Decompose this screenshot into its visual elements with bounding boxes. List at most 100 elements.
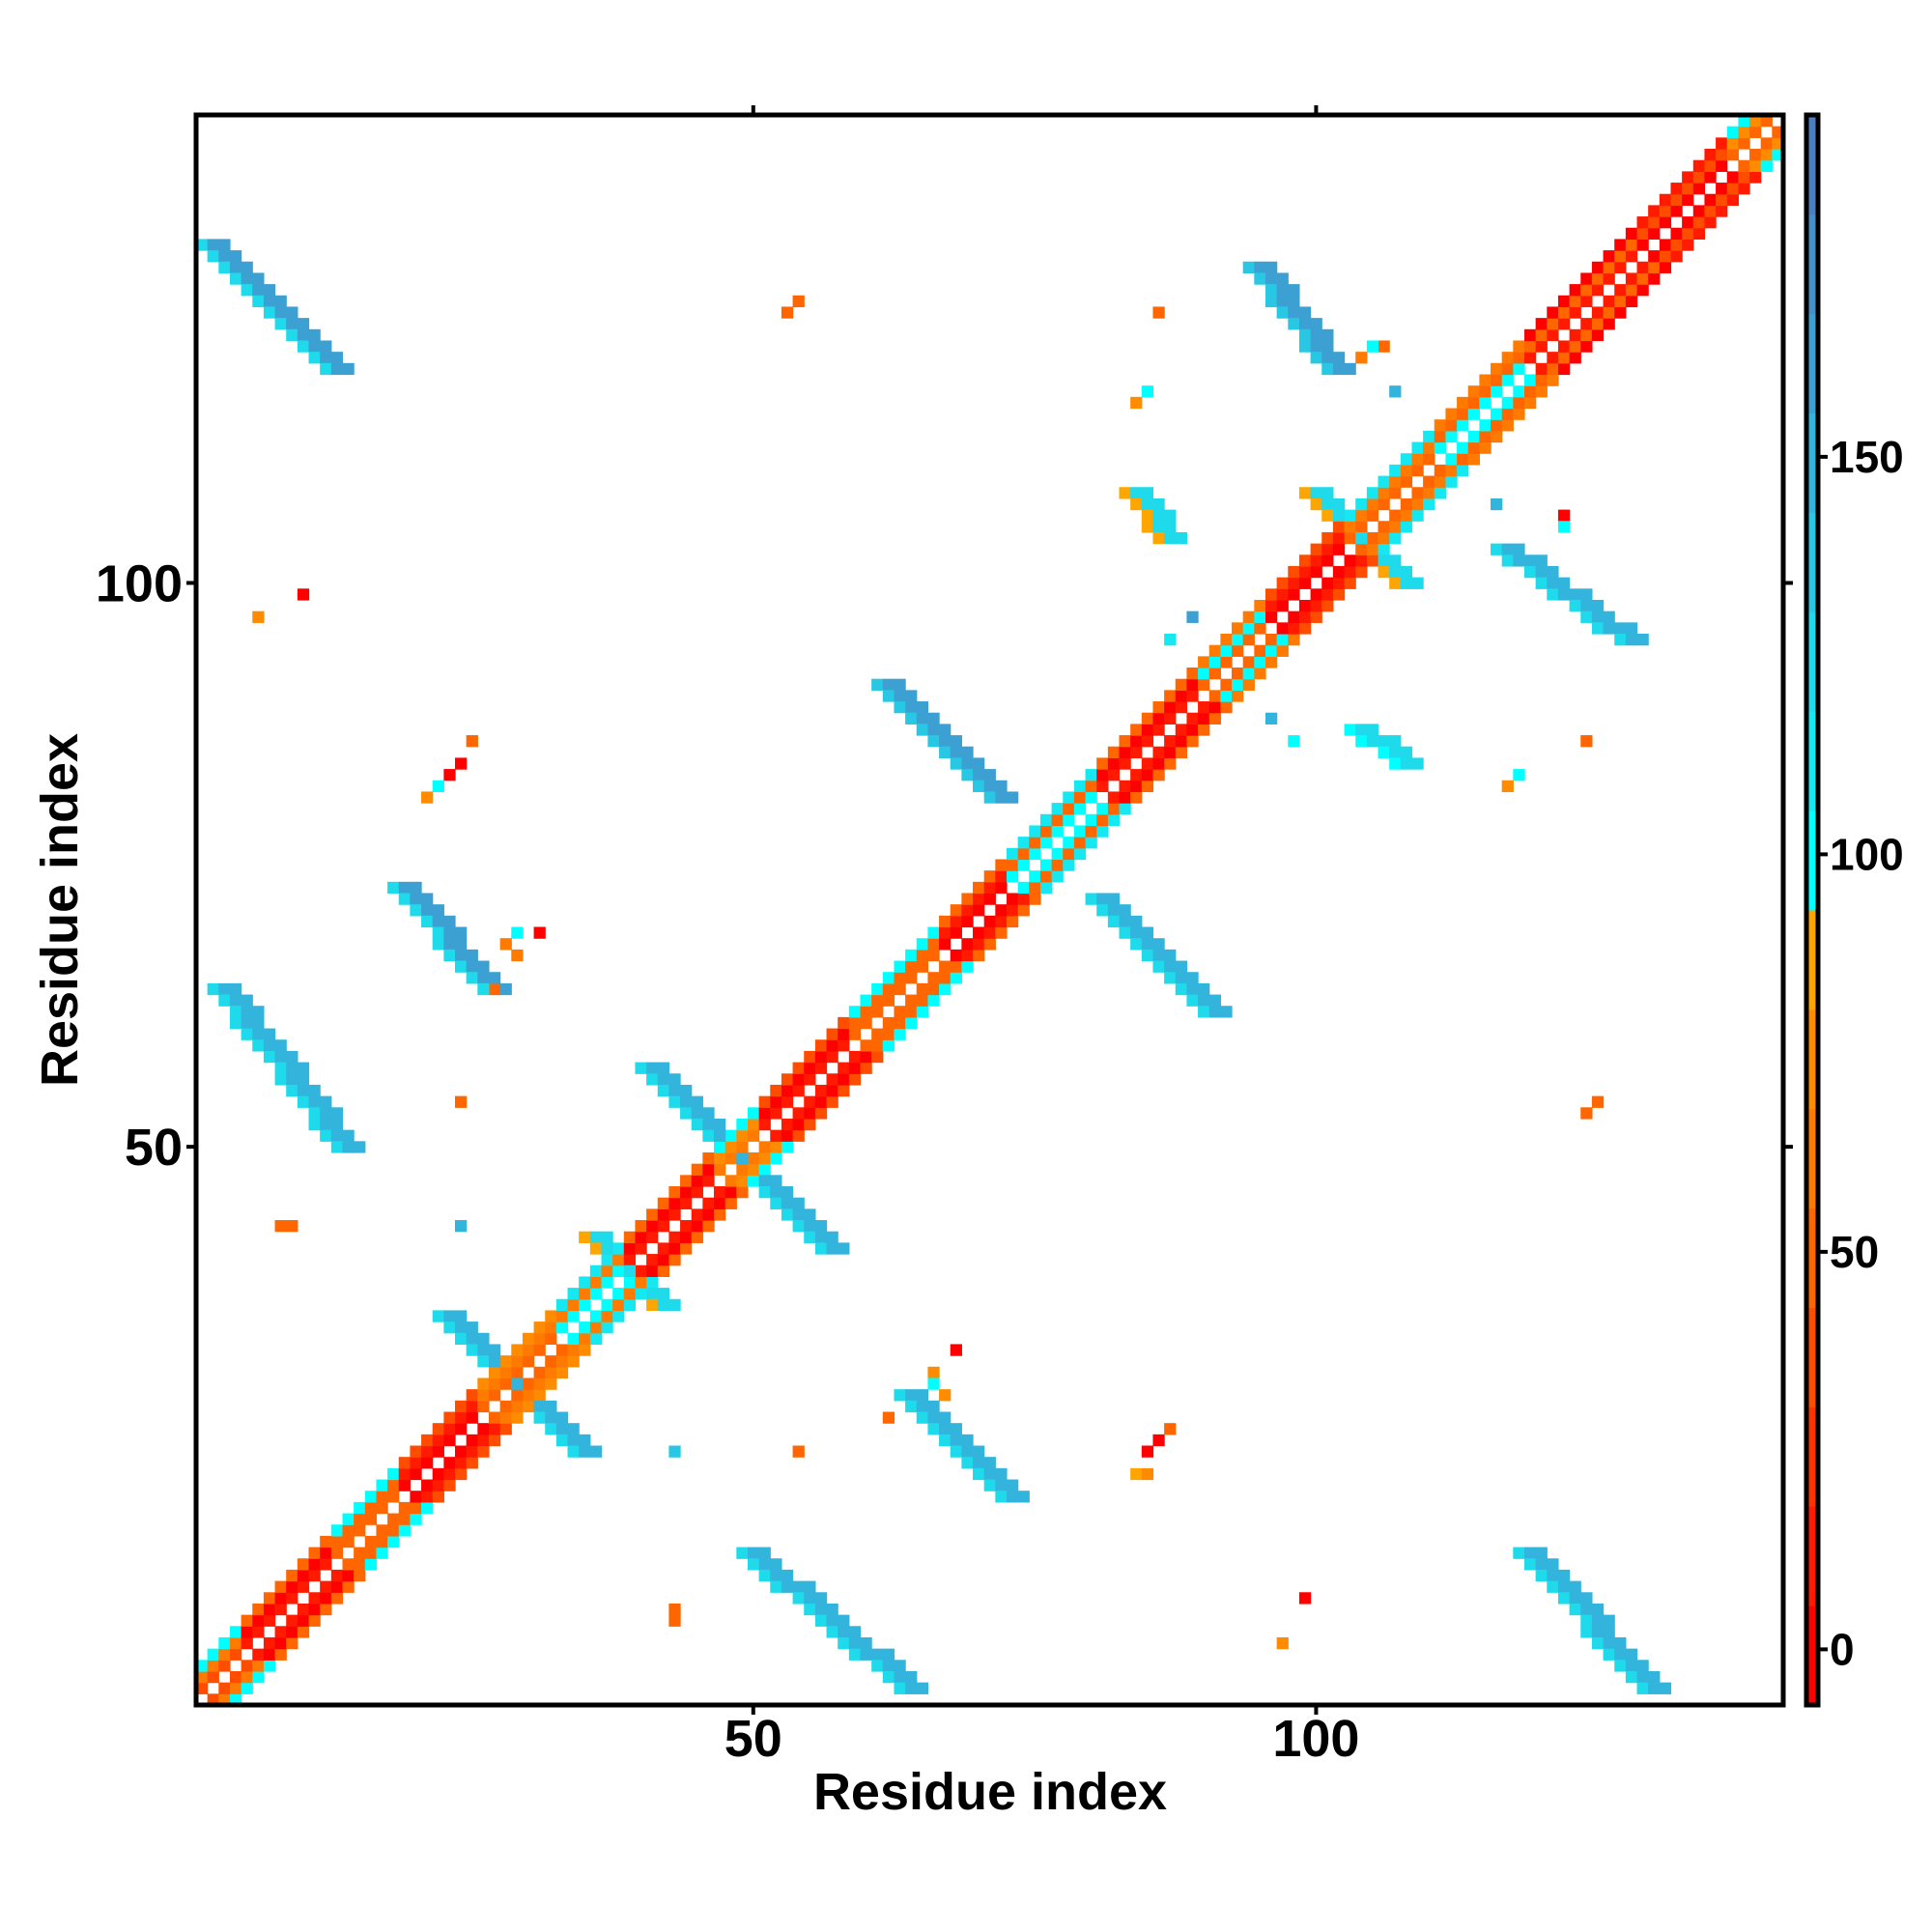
heatmap-cell xyxy=(330,1107,344,1120)
heatmap-cell xyxy=(1400,464,1413,477)
heatmap-cell xyxy=(1400,746,1413,759)
heatmap-cell xyxy=(1366,531,1379,545)
heatmap-cell xyxy=(1389,746,1402,759)
heatmap-cell xyxy=(1547,588,1559,601)
heatmap-cell xyxy=(1017,881,1030,895)
heatmap-cell xyxy=(927,949,940,962)
heatmap-cell xyxy=(320,1603,332,1616)
heatmap-cell xyxy=(1039,870,1053,883)
heatmap-cell xyxy=(1254,272,1266,285)
heatmap-cell xyxy=(1186,994,1199,1007)
heatmap-cell xyxy=(1457,419,1469,432)
heatmap-cell xyxy=(635,1288,647,1300)
heatmap-cell xyxy=(364,1547,378,1559)
heatmap-cell xyxy=(961,938,974,951)
heatmap-cell xyxy=(657,1084,670,1097)
heatmap-cell xyxy=(1557,1580,1571,1593)
heatmap-cell xyxy=(589,1231,603,1243)
heatmap-cell xyxy=(330,1141,344,1153)
heatmap-cell xyxy=(1580,328,1593,342)
heatmap-cell xyxy=(443,1310,456,1322)
heatmap-cell xyxy=(1164,972,1177,984)
heatmap-cell xyxy=(342,1513,355,1525)
heatmap-cell xyxy=(410,893,422,905)
heatmap-cell xyxy=(1288,284,1300,297)
heatmap-cell xyxy=(1389,521,1402,533)
heatmap-cell xyxy=(297,1095,310,1108)
heatmap-cell xyxy=(398,1501,411,1515)
heatmap-cell xyxy=(1130,926,1143,939)
heatmap-cell xyxy=(724,1186,737,1199)
heatmap-cell xyxy=(196,1682,209,1694)
heatmap-cell xyxy=(229,261,242,274)
heatmap-cell xyxy=(736,1141,749,1153)
heatmap-cell xyxy=(1557,588,1571,601)
heatmap-cell xyxy=(1726,137,1739,150)
heatmap-cell xyxy=(1355,531,1368,545)
heatmap-cell xyxy=(747,1163,760,1176)
heatmap-cell xyxy=(455,938,468,951)
heatmap-cell xyxy=(1366,735,1379,748)
heatmap-cell xyxy=(466,972,478,984)
heatmap-cell xyxy=(950,757,962,770)
heatmap-cell xyxy=(1400,757,1413,770)
heatmap-cell xyxy=(1378,543,1390,555)
heatmap-cell xyxy=(1085,893,1097,905)
heatmap-cell xyxy=(1276,284,1289,297)
heatmap-cell xyxy=(848,1050,862,1064)
heatmap-cell xyxy=(1445,430,1458,443)
heatmap-cell xyxy=(274,1039,287,1052)
heatmap-cell xyxy=(1411,509,1424,522)
heatmap-cell xyxy=(939,1434,952,1447)
heatmap-cell xyxy=(882,678,895,691)
heatmap-cell xyxy=(545,1400,557,1413)
heatmap-cell xyxy=(499,1400,512,1413)
heatmap-cell xyxy=(770,1175,782,1187)
heatmap-cell xyxy=(1603,1648,1615,1661)
heatmap-cell xyxy=(1332,543,1346,555)
heatmap-cell xyxy=(1208,1006,1221,1018)
heatmap-cell xyxy=(724,1151,737,1165)
heatmap-cell xyxy=(680,1186,693,1199)
heatmap-cell xyxy=(1321,340,1334,353)
heatmap-cell xyxy=(1332,497,1346,511)
heatmap-cell xyxy=(1107,757,1121,770)
heatmap-cell xyxy=(555,1423,569,1435)
heatmap-cell xyxy=(1535,328,1548,342)
heatmap-cell xyxy=(1614,295,1627,308)
heatmap-cell xyxy=(1175,972,1188,984)
heatmap-cell xyxy=(1726,149,1739,161)
heatmap-cell xyxy=(387,1513,400,1525)
heatmap-cell xyxy=(1017,837,1030,849)
heatmap-cell xyxy=(1298,340,1312,353)
heatmap-cell xyxy=(1085,825,1097,838)
heatmap-cell xyxy=(320,1095,332,1108)
heatmap-cell xyxy=(308,1118,321,1131)
heatmap-cell xyxy=(455,757,468,770)
heatmap-cell xyxy=(1107,769,1121,781)
heatmap-cell xyxy=(1063,791,1075,804)
heatmap-cell xyxy=(838,1039,850,1052)
heatmap-cell xyxy=(702,1129,715,1142)
heatmap-cell xyxy=(488,972,501,984)
heatmap-cell xyxy=(1310,487,1322,499)
heatmap-cell xyxy=(1332,588,1346,601)
heatmap-cell xyxy=(1119,791,1131,804)
heatmap-cell xyxy=(286,318,298,330)
heatmap-cell xyxy=(894,960,906,973)
heatmap-cell xyxy=(758,1141,771,1153)
heatmap-cell xyxy=(1141,487,1154,499)
heatmap-cell xyxy=(1569,1592,1581,1605)
heatmap-cell xyxy=(1659,193,1672,206)
heatmap-cell xyxy=(1164,531,1177,545)
colorbar-bin xyxy=(1806,711,1818,811)
heatmap-cell xyxy=(1198,982,1210,996)
heatmap-cell xyxy=(1107,746,1121,759)
heatmap-cell xyxy=(691,1220,703,1233)
heatmap-cell xyxy=(1513,340,1525,353)
heatmap-cell xyxy=(364,1491,378,1503)
heatmap-cell xyxy=(466,1445,478,1458)
heatmap-cell xyxy=(1501,554,1514,567)
heatmap-cell xyxy=(1716,137,1728,150)
